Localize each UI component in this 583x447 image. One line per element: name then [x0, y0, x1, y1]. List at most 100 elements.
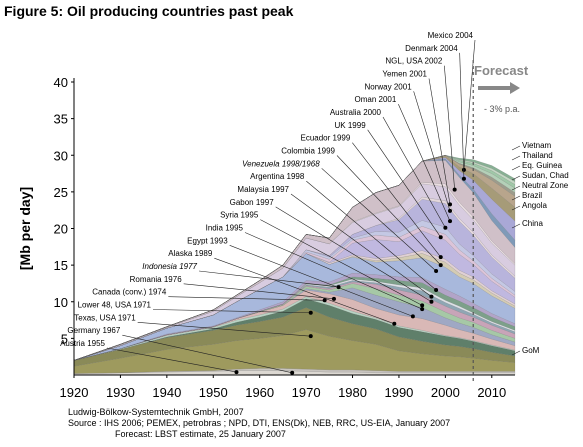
- y-tick-label: 10: [54, 295, 68, 310]
- area-series-group: [73, 155, 516, 376]
- right-leader-line: [511, 145, 521, 151]
- peak-dot: [461, 176, 466, 181]
- right-label: China: [522, 219, 543, 228]
- area-vietnam: [73, 155, 516, 361]
- leader-line: [321, 168, 437, 272]
- area-angola: [73, 155, 516, 361]
- right-leader-line: [511, 165, 521, 171]
- forecast-group: Forecast - 3% p.a.: [472, 60, 529, 381]
- x-tick-label: 1940: [152, 385, 181, 400]
- peak-label: Norway 2001: [365, 82, 413, 91]
- right-leader-line: [511, 185, 521, 191]
- leader-line: [413, 91, 451, 212]
- right-leader-line: [511, 223, 521, 229]
- source-notes: Ludwig-Bölkow-Systemtechnik GmbH, 2007 S…: [68, 407, 450, 440]
- area-indonesia-1977: [73, 289, 516, 361]
- peak-dot: [420, 307, 425, 312]
- area-china: [73, 157, 516, 361]
- peak-dot: [434, 268, 439, 273]
- area-gabon-1997: [73, 278, 516, 361]
- y-tick-label: 40: [54, 75, 68, 90]
- leader-line: [290, 193, 432, 297]
- area-denmark-2004: [73, 182, 516, 361]
- peak-label: India 1995: [206, 224, 244, 233]
- right-label: Sudan, Chad: [522, 171, 569, 180]
- right-leader-line: [511, 350, 521, 356]
- peak-dot: [438, 263, 443, 268]
- figure-title: Figure 5: Oil producing countries past p…: [4, 3, 294, 19]
- x-tick-label: 1930: [106, 385, 135, 400]
- axes-group: 5 10 15 20 25 30 35 40 1920 1930 1940 1950 1960 1970 1…: [17, 75, 515, 400]
- peak-dot: [429, 294, 434, 299]
- peak-label: Argentina 1998: [250, 172, 305, 181]
- peak-label: Indonesia 1977: [142, 262, 197, 271]
- peak-dot: [308, 310, 313, 315]
- forecast-arrow-head: [510, 82, 520, 94]
- source-line-2: Source : IHS 2006; PEMEX, petrobras ; NP…: [68, 418, 451, 428]
- leader-line: [229, 245, 413, 317]
- peak-label: Lower 48, USA 1971: [78, 301, 152, 310]
- peak-dot: [290, 370, 295, 375]
- y-tick-label: 15: [54, 258, 68, 273]
- peak-dot: [448, 219, 453, 224]
- peak-dot: [452, 187, 457, 192]
- area-alaska-1989: [73, 287, 516, 361]
- leader-line: [367, 129, 441, 238]
- leader-line: [122, 334, 293, 374]
- leader-line: [244, 232, 423, 310]
- peak-label: NGL, USA 2002: [385, 57, 442, 66]
- leader-line: [428, 78, 451, 205]
- peak-dot: [438, 235, 443, 240]
- right-label: Eq. Guinea: [522, 161, 563, 170]
- peak-labels-group: Mexico 2004 Denmark 2004 NGL, USA 2002 Yeme…: [60, 31, 473, 348]
- right-leader-line: [511, 175, 521, 181]
- peak-dot: [392, 321, 397, 326]
- x-tick-label: 1980: [338, 385, 367, 400]
- peak-label: Malaysia 1997: [237, 185, 289, 194]
- right-label: Neutral Zone: [522, 181, 569, 190]
- peak-label: Mexico 2004: [428, 31, 474, 40]
- forecast-decline-note: - 3% p.a.: [484, 104, 520, 114]
- y-tick-label: 5: [61, 331, 68, 346]
- peak-dot: [322, 298, 327, 303]
- x-tick-label: 1960: [245, 385, 274, 400]
- peak-label: UK 1999: [335, 121, 367, 130]
- leader-line: [306, 180, 437, 291]
- right-label: Brazil: [522, 191, 542, 200]
- peak-label: Austria 1955: [60, 339, 105, 348]
- peak-label: Alaska 1989: [168, 249, 213, 258]
- right-label: Thailand: [522, 151, 553, 160]
- leader-line: [183, 283, 334, 300]
- source-line-3: Forecast: LBST estimate, 25 January 2007: [115, 429, 286, 439]
- leader-line: [382, 116, 446, 228]
- leader-line: [137, 322, 311, 337]
- peak-label: Ecuador 1999: [301, 134, 351, 143]
- area-lower-48-usa-1971: [73, 307, 516, 367]
- x-tick-label: 1990: [384, 385, 413, 400]
- area-eq-guinea: [73, 155, 516, 361]
- area-thailand: [73, 155, 516, 361]
- peak-dot: [448, 208, 453, 213]
- area-germany-1967: [73, 368, 516, 374]
- y-axis-title: [Mb per day]: [17, 187, 33, 270]
- right-leader-line: [511, 155, 521, 161]
- area-sudan-chad: [73, 155, 516, 361]
- leader-line: [106, 347, 237, 373]
- peak-leader-lines: [106, 39, 476, 375]
- peak-dot: [420, 303, 425, 308]
- x-tick-label: 2010: [477, 385, 506, 400]
- y-tick-label: 30: [54, 148, 68, 163]
- peak-label: Oman 2001: [355, 95, 397, 104]
- peak-dot: [331, 296, 336, 301]
- area-neutral-zone: [73, 155, 516, 361]
- right-label: Vietnam: [522, 141, 552, 150]
- x-tick-label: 1920: [60, 385, 89, 400]
- peak-dot: [308, 334, 313, 339]
- peak-dot: [443, 225, 448, 230]
- area-brazil: [73, 155, 516, 361]
- y-tick-label: 25: [54, 185, 68, 200]
- source-line-1: Ludwig-Bölkow-Systemtechnik GmbH, 2007: [68, 407, 244, 417]
- leader-line: [260, 219, 423, 306]
- leader-line: [459, 52, 465, 179]
